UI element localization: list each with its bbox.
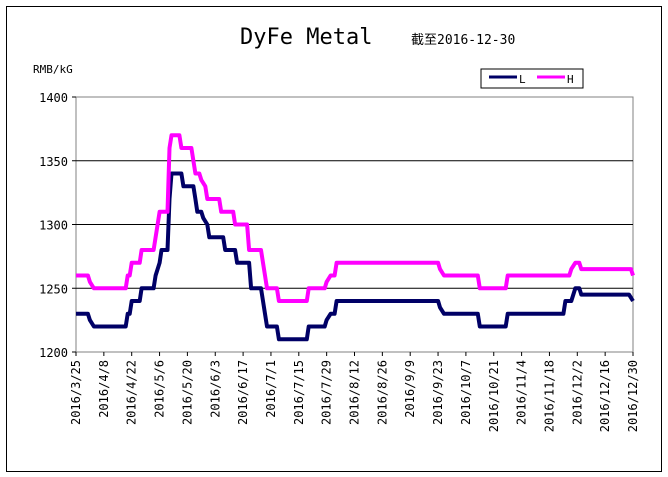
x-axis-ticks: 2016/3/25 2016/4/8 2016/4/22 2016/5/6 2016/5… bbox=[69, 352, 640, 432]
legend-box bbox=[480, 68, 584, 89]
x-tick-label: 2016/12/16 bbox=[598, 360, 612, 432]
y-tick-label: 1400 bbox=[39, 91, 68, 105]
y-axis-label: RMB/kG bbox=[33, 63, 73, 76]
x-tick-label: 2016/10/21 bbox=[487, 360, 501, 432]
x-tick-label: 2016/7/29 bbox=[320, 360, 334, 425]
y-tick-label: 1250 bbox=[39, 282, 68, 296]
series-line-l bbox=[76, 171, 635, 342]
x-tick-label: 2016/12/30 bbox=[626, 360, 640, 432]
x-tick-label: 2016/10/7 bbox=[459, 360, 473, 425]
x-tick-label: 2016/4/8 bbox=[97, 360, 111, 418]
legend-label-l: L bbox=[519, 73, 526, 86]
y-tick-label: 1300 bbox=[39, 219, 68, 233]
chart-subtitle: 截至2016-12-30 bbox=[411, 33, 515, 48]
legend: L H bbox=[480, 68, 584, 89]
x-tick-label: 2016/7/15 bbox=[292, 360, 306, 425]
y-axis-ticks: 1200 1250 1300 1350 1400 bbox=[39, 91, 76, 360]
x-tick-label: 2016/3/25 bbox=[69, 360, 83, 425]
x-tick-label: 2016/9/23 bbox=[431, 360, 445, 425]
y-tick-label: 1200 bbox=[39, 346, 68, 360]
legend-label-h: H bbox=[567, 73, 574, 86]
chart-title: DyFe Metal bbox=[240, 25, 372, 50]
x-tick-label: 2016/11/18 bbox=[542, 360, 556, 432]
y-tick-label: 1350 bbox=[39, 155, 68, 169]
series-line-h bbox=[76, 133, 635, 303]
x-tick-label: 2016/12/2 bbox=[570, 360, 584, 425]
x-tick-label: 2016/6/17 bbox=[236, 360, 250, 425]
x-tick-label: 2016/5/6 bbox=[153, 360, 167, 418]
x-tick-label: 2016/9/9 bbox=[403, 360, 417, 418]
x-tick-label: 2016/5/20 bbox=[180, 360, 194, 425]
series-lines bbox=[76, 133, 635, 342]
x-tick-label: 2016/4/22 bbox=[125, 360, 139, 425]
x-tick-label: 2016/8/12 bbox=[348, 360, 362, 425]
x-tick-label: 2016/11/4 bbox=[515, 360, 529, 425]
x-tick-label: 2016/7/1 bbox=[264, 360, 278, 418]
x-tick-label: 2016/6/3 bbox=[208, 360, 222, 418]
x-tick-label: 2016/8/26 bbox=[375, 360, 389, 425]
